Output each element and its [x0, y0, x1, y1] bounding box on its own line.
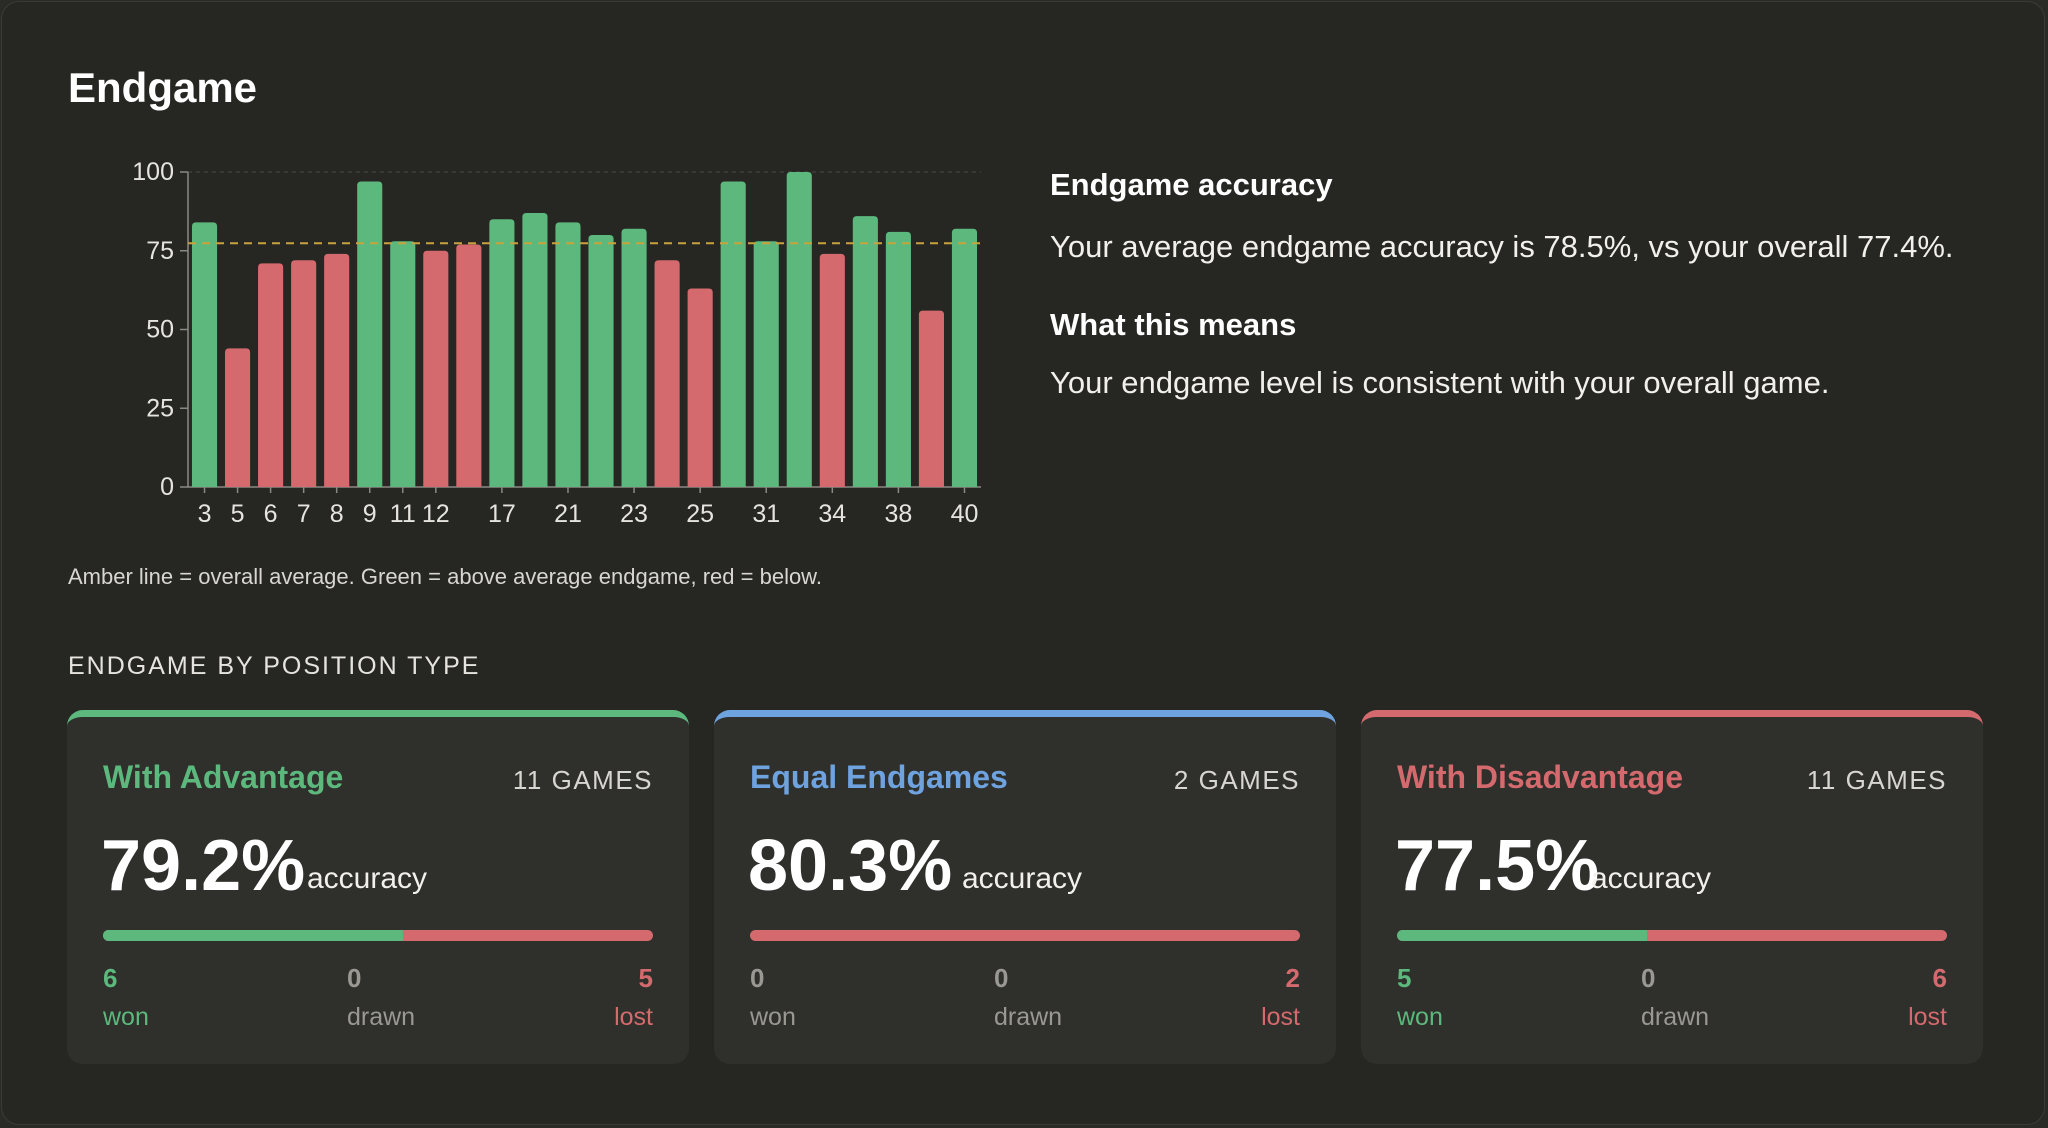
drawn-label: drawn [347, 1003, 416, 1031]
bar [357, 181, 383, 487]
drawn-label: drawn [1641, 1003, 1710, 1031]
y-tick-label: 75 [146, 237, 174, 265]
card-accuracy-value: 79.2% [101, 826, 306, 906]
lost-label: lost [614, 1003, 653, 1031]
card-name: With Advantage [103, 759, 344, 795]
x-tick-label: 23 [620, 500, 648, 528]
y-tick-label: 100 [132, 162, 174, 186]
bar [852, 216, 878, 487]
card-games: 2 GAMES [1173, 765, 1300, 795]
card-accuracy-label: accuracy [307, 862, 428, 895]
bar [423, 250, 449, 487]
x-tick-label: 31 [752, 500, 780, 528]
bar [918, 310, 944, 487]
result-bar [103, 930, 653, 941]
lost-count: 2 [1285, 963, 1300, 993]
bar [819, 253, 845, 487]
section-title: ENDGAME BY POSITION TYPE [68, 652, 481, 680]
bar [687, 288, 713, 487]
drawn-count: 0 [1641, 963, 1656, 993]
x-tick-label: 6 [264, 500, 278, 528]
bar [191, 222, 218, 487]
bar [456, 244, 482, 487]
drawn-count: 0 [347, 963, 362, 993]
won-count: 0 [750, 963, 765, 993]
x-tick-label: 21 [554, 500, 582, 528]
x-tick-label: 25 [686, 500, 714, 528]
bar [951, 228, 978, 487]
card-accuracy-label: accuracy [962, 862, 1083, 895]
bar [753, 241, 779, 487]
bar [324, 253, 350, 487]
lost-count: 6 [1932, 963, 1947, 993]
card-games: 11 GAMES [1806, 765, 1947, 795]
bar [489, 219, 515, 487]
x-tick-label: 12 [422, 500, 450, 528]
accuracy-text: Your average endgame accuracy is 78.5%, … [1050, 229, 1954, 264]
x-tick-label: 8 [330, 500, 344, 528]
accuracy-info: Endgame accuracy Your average endgame ac… [1050, 167, 2010, 400]
card-accuracy-label: accuracy [1591, 862, 1712, 895]
result-bar-won [1397, 930, 1648, 941]
bar [390, 241, 416, 487]
meaning-heading: What this means [1050, 307, 1297, 342]
card-name: With Disadvantage [1397, 759, 1683, 795]
x-tick-label: 40 [951, 500, 979, 528]
meaning-text: Your endgame level is consistent with yo… [1050, 365, 1830, 400]
panel-title: Endgame [68, 64, 258, 111]
lost-count: 5 [638, 963, 653, 993]
bar [258, 263, 284, 487]
bar [225, 348, 251, 487]
won-count: 6 [103, 963, 118, 993]
card-equal-endgames: Equal Endgames 2 GAMES 80.3% accuracy 0 … [714, 710, 1336, 1064]
y-tick-label: 0 [160, 473, 174, 501]
card-accuracy-value: 80.3% [748, 826, 953, 906]
drawn-count: 0 [994, 963, 1009, 993]
x-tick-label: 17 [488, 500, 516, 528]
x-tick-label: 38 [884, 500, 912, 528]
bar [522, 212, 548, 487]
bar [555, 222, 581, 487]
x-tick-label: 3 [198, 500, 212, 528]
chart-caption: Amber line = overall average. Green = ab… [68, 564, 822, 589]
lost-label: lost [1261, 1003, 1300, 1031]
bar [720, 181, 746, 487]
y-tick-label: 50 [146, 316, 174, 344]
card-name: Equal Endgames [750, 759, 1008, 795]
bar [786, 172, 812, 487]
x-tick-label: 9 [363, 500, 377, 528]
lost-label: lost [1908, 1003, 1947, 1031]
won-label: won [750, 1003, 796, 1031]
bar [621, 228, 647, 487]
card-accuracy-value: 77.5% [1395, 826, 1600, 906]
x-tick-label: 5 [231, 500, 245, 528]
x-tick-label: 11 [390, 500, 416, 528]
card-games: 11 GAMES [512, 765, 653, 795]
card-with-advantage: With Advantage 11 GAMES 79.2% accuracy 6… [67, 710, 689, 1064]
x-tick-label: 34 [818, 500, 846, 528]
won-label: won [103, 1003, 149, 1031]
won-count: 5 [1397, 963, 1412, 993]
y-tick-label: 25 [146, 394, 174, 422]
result-bar-won [103, 930, 403, 941]
won-label: won [1397, 1003, 1443, 1031]
result-bar [750, 930, 1300, 941]
accuracy-heading: Endgame accuracy [1050, 167, 1333, 202]
bar [588, 235, 614, 487]
x-tick-label: 7 [297, 500, 311, 528]
card-with-disadvantage: With Disadvantage 11 GAMES 77.5% accurac… [1361, 710, 1983, 1064]
result-bar [1397, 930, 1947, 941]
bar [654, 260, 680, 487]
drawn-label: drawn [994, 1003, 1063, 1031]
bar [885, 231, 911, 487]
accuracy-bar-chart: 0 25 50 75 100 3 5 6 7 8 9 11 12 17 21 23 25 31 34 38 40 [132, 162, 981, 528]
bar [291, 260, 317, 487]
